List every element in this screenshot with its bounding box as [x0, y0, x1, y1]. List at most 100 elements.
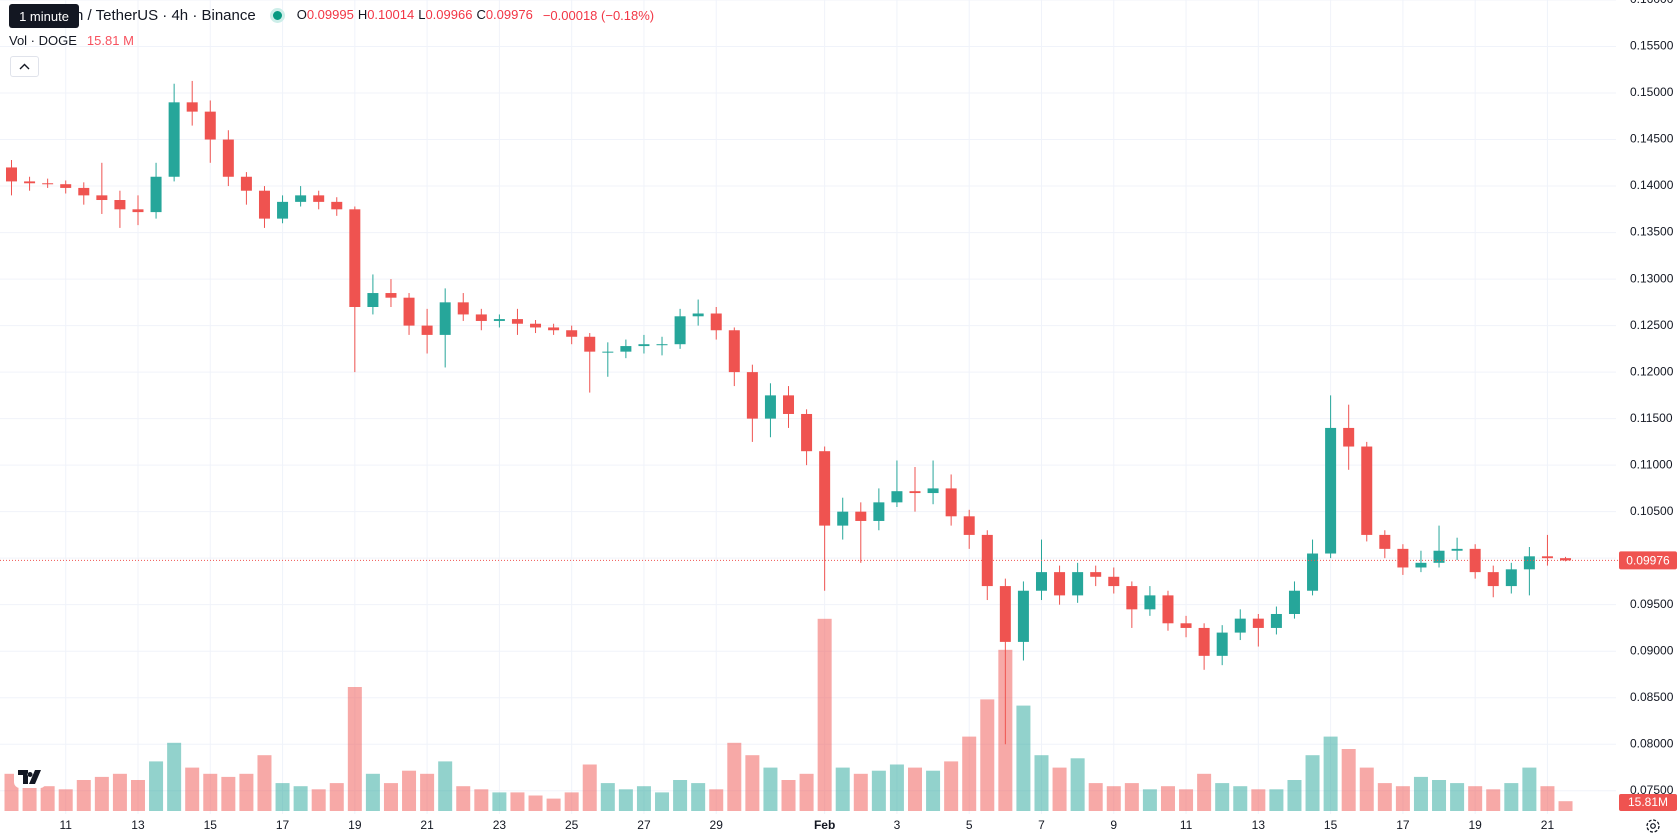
volume-bar: [456, 786, 471, 811]
volume-bar: [1052, 767, 1067, 811]
candle-body: [1252, 618, 1264, 628]
volume-bar: [763, 767, 778, 811]
volume-label-box: [1619, 794, 1677, 811]
volume-bar: [347, 687, 362, 811]
logo: [14, 764, 46, 788]
candle-body: [1469, 548, 1481, 573]
volume-bar: [185, 767, 200, 811]
volume-bar: [673, 780, 688, 811]
settings-icon[interactable]: [1646, 819, 1660, 833]
volume-value: 15.81 M: [86, 33, 134, 48]
volume-legend: Vol · DOGE 15.81 M: [9, 33, 134, 48]
collapse-button[interactable]: [10, 56, 39, 77]
volume-bar: [257, 755, 272, 811]
volume-bar: [618, 789, 633, 811]
y-tick-label: 0.15500: [1630, 39, 1674, 53]
x-tick-label: 23: [493, 818, 507, 832]
volume-bar: [311, 789, 326, 811]
x-tick-label: 27: [637, 818, 651, 832]
volume-bar: [1504, 783, 1519, 811]
candle-body: [1379, 534, 1391, 549]
volume-bar: [926, 770, 941, 811]
volume-bar: [221, 776, 236, 811]
candle-body: [656, 344, 668, 346]
candle-body: [1180, 623, 1192, 628]
candle-body: [1487, 572, 1499, 587]
ohlc: O0.09995 H0.10014 L0.09966 C0.09976: [297, 6, 537, 24]
volume-bar: [564, 792, 579, 811]
volume-bar: [402, 770, 417, 811]
candle-body: [1216, 632, 1228, 656]
candle-body: [313, 195, 325, 202]
candle-body: [475, 314, 487, 321]
volume-bar: [582, 764, 597, 811]
volume-bar: [1522, 767, 1537, 811]
x-tick-label: 15: [204, 818, 218, 832]
volume-bar: [293, 786, 308, 811]
volume-bar: [908, 767, 922, 811]
volume-bar: [1323, 736, 1338, 811]
volume-bar: [1305, 755, 1320, 811]
volume-bar: [130, 780, 145, 811]
y-tick-label: 0.14000: [1630, 178, 1674, 192]
y-tick-label: 0.11500: [1630, 411, 1673, 425]
candle-body: [114, 200, 126, 210]
ohlc-value: 0.09966: [425, 7, 473, 22]
x-tick-label: 11: [1180, 818, 1193, 832]
x-tick-label: 13: [131, 818, 145, 832]
y-tick-label: 0.08000: [1630, 736, 1674, 750]
candle-body: [240, 176, 252, 191]
candle-body: [1361, 446, 1373, 535]
volume-bar: [1359, 767, 1374, 811]
candle-body: [1017, 590, 1029, 642]
candle-body: [1505, 569, 1517, 587]
candle-body: [1307, 553, 1319, 591]
candle-body: [602, 351, 614, 353]
candle-body: [24, 181, 36, 184]
volume-bar: [1486, 789, 1501, 811]
candle-body: [1397, 548, 1409, 568]
volume-bar: [546, 798, 561, 811]
x-tick-label: 19: [348, 818, 362, 832]
candle-body: [801, 413, 813, 452]
x-tick-label: 29: [710, 818, 724, 832]
ohlc-key: L: [418, 7, 426, 22]
x-tick-label: 13: [1252, 818, 1266, 832]
volume-bar: [727, 742, 742, 811]
volume-bar: [691, 783, 706, 811]
volume-bar: [871, 770, 886, 811]
y-tick-label: 0.07500: [1630, 783, 1674, 797]
candle-body: [258, 190, 270, 219]
candle-body: [1144, 595, 1156, 610]
candle-body: [1325, 427, 1337, 554]
volume-axis-label: 15.81M: [1628, 795, 1668, 809]
candle-body: [439, 302, 451, 335]
volume-bar: [1450, 783, 1465, 811]
volume-bar: [474, 789, 489, 811]
gear-inner: [1650, 823, 1656, 829]
candle-body: [1541, 556, 1553, 559]
volume-bar: [817, 618, 832, 811]
volume-bar: [709, 789, 724, 811]
volume-bar: [1016, 705, 1031, 811]
candle-body: [42, 183, 54, 185]
candle-body: [367, 293, 379, 307]
volume-bar: [1142, 789, 1157, 811]
volume-bar: [1558, 801, 1573, 811]
volume-bar: [655, 792, 670, 811]
x-tick-label: 21: [1541, 818, 1555, 832]
x-tick-label: 17: [276, 818, 290, 832]
candle-body: [60, 184, 72, 188]
candle-body: [548, 327, 560, 331]
candle-body: [1072, 572, 1084, 596]
gear-outer: [1646, 819, 1660, 833]
candle-body: [566, 330, 578, 337]
volume-bar: [239, 773, 254, 811]
x-tick-label: 11: [59, 818, 72, 832]
candle-body: [927, 488, 939, 494]
volume-bar: [365, 773, 380, 811]
candle-body: [620, 346, 632, 352]
tooltip: 1 minute: [9, 4, 79, 28]
x-tick-label: 5: [966, 818, 973, 832]
